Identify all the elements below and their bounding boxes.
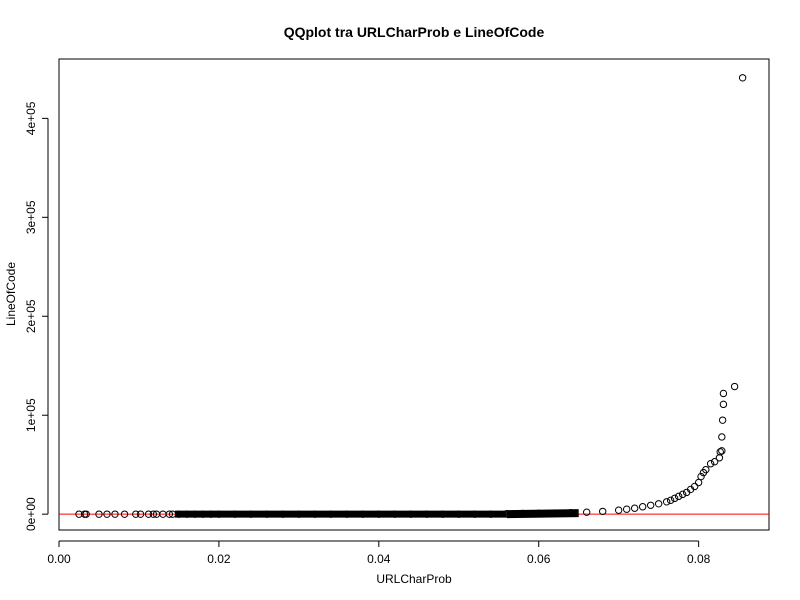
data-point — [279, 510, 287, 518]
data-point — [706, 460, 715, 468]
data-point — [718, 433, 726, 441]
data-point — [697, 472, 705, 481]
y-tick-label: 2e+05 — [24, 299, 38, 333]
data-point — [103, 510, 111, 518]
data-point — [215, 510, 223, 518]
y-tick-label: 4e+05 — [24, 101, 38, 135]
data-point — [82, 510, 90, 518]
data-point — [455, 510, 463, 518]
data-point — [503, 509, 511, 518]
x-axis-label: URLCharProb — [376, 572, 452, 586]
data-point — [630, 504, 639, 512]
data-point — [359, 510, 367, 518]
dense-point-band — [506, 509, 579, 519]
x-tick-label: 0.02 — [207, 552, 231, 566]
data-point — [716, 448, 724, 456]
data-point — [678, 490, 687, 499]
y-tick-label: 3e+05 — [24, 200, 38, 234]
data-point — [327, 510, 335, 518]
data-point — [690, 482, 699, 491]
data-point — [263, 510, 271, 518]
data-point — [715, 454, 724, 462]
x-axis: 0.00 0.02 0.04 0.06 0.08 — [47, 540, 711, 566]
data-point — [638, 503, 647, 511]
data-point — [719, 389, 728, 398]
data-point — [95, 510, 103, 518]
data-point — [719, 400, 728, 409]
x-tick-label: 0.06 — [527, 552, 551, 566]
data-point — [183, 510, 191, 518]
x-tick-label: 0.04 — [367, 552, 391, 566]
data-point — [662, 498, 671, 506]
data-point — [191, 510, 199, 518]
data-point — [718, 416, 727, 424]
data-point — [471, 510, 479, 518]
data-point — [231, 510, 239, 518]
y-tick-label: 1e+05 — [24, 398, 38, 432]
data-point — [120, 510, 129, 518]
data-point — [738, 74, 747, 82]
data-point — [136, 510, 145, 518]
data-point — [375, 510, 383, 518]
data-point — [718, 447, 726, 455]
y-axis: 0e+00 1e+05 2e+05 3e+05 4e+05 — [24, 101, 49, 531]
data-point — [614, 506, 623, 514]
data-point — [199, 510, 207, 518]
chart-title: QQplot tra URLCharProb e LineOfCode — [284, 24, 545, 40]
data-point — [111, 510, 119, 518]
y-tick-label: 0e+00 — [24, 497, 38, 531]
data-point — [311, 510, 319, 518]
data-point — [149, 510, 158, 518]
data-point — [598, 507, 607, 516]
data-point — [646, 501, 655, 509]
x-tick-label: 0.08 — [687, 552, 711, 566]
data-point — [654, 500, 663, 508]
data-point — [165, 510, 174, 518]
data-point — [132, 510, 140, 518]
data-point — [207, 510, 215, 518]
data-point — [519, 509, 527, 518]
data-points — [75, 74, 747, 519]
data-point — [423, 510, 431, 518]
x-tick-label: 0.00 — [47, 552, 71, 566]
data-point — [175, 510, 183, 518]
data-point — [407, 510, 415, 518]
data-point — [666, 496, 675, 505]
data-point — [567, 508, 575, 517]
plot-area-border — [58, 58, 770, 531]
data-point — [583, 508, 591, 516]
data-point — [622, 505, 631, 513]
data-point — [730, 382, 739, 391]
data-point — [702, 465, 710, 474]
data-point — [535, 509, 543, 517]
data-point — [391, 510, 399, 518]
data-point — [551, 509, 559, 517]
data-point — [670, 494, 679, 503]
data-point — [247, 510, 255, 518]
data-point — [75, 510, 83, 518]
data-point — [295, 510, 303, 518]
y-axis-label: LineOfCode — [4, 262, 18, 326]
data-point — [710, 458, 719, 466]
data-point — [694, 478, 703, 487]
data-point — [674, 492, 683, 501]
data-point — [144, 510, 153, 518]
data-point — [343, 510, 351, 518]
data-point — [439, 510, 447, 518]
data-point — [487, 510, 495, 518]
